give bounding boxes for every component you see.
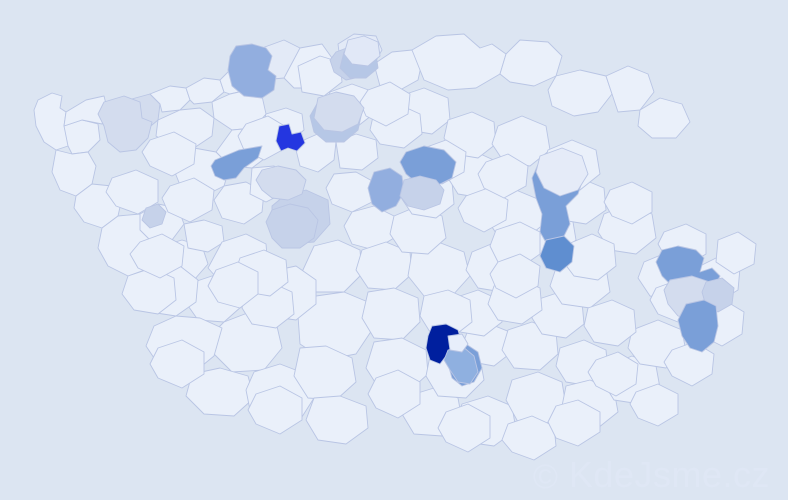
district-jh-east[interactable]: [306, 396, 368, 444]
district-uh-south[interactable]: [548, 400, 600, 446]
district-svitavy[interactable]: [540, 236, 574, 272]
district-havlickuv-brod[interactable]: [356, 242, 412, 290]
district-hradec-kralove[interactable]: [400, 146, 456, 186]
district-pardubice[interactable]: [368, 168, 404, 212]
district-prachatice-north[interactable]: [130, 234, 184, 278]
district-jihlava[interactable]: [362, 288, 420, 340]
district-pisek[interactable]: [208, 262, 258, 308]
district-jesenik-east[interactable]: [604, 182, 652, 224]
district-prerov[interactable]: [584, 300, 636, 346]
district-trebon[interactable]: [294, 346, 356, 400]
district-zdar-nad-sazavou[interactable]: [408, 242, 470, 296]
district-louny-south[interactable]: [142, 132, 196, 176]
district-rychnov[interactable]: [548, 70, 612, 116]
district-znojmo-south[interactable]: [444, 346, 478, 384]
district-karvina-east[interactable]: [716, 232, 756, 274]
district-jablonec[interactable]: [344, 36, 380, 66]
district-usti-orlici-north[interactable]: [638, 98, 690, 138]
district-jindrichuv-hradec[interactable]: [298, 292, 372, 360]
district-praha[interactable]: [276, 124, 305, 151]
district-nachod[interactable]: [500, 40, 562, 86]
district-hodonin-south[interactable]: [502, 416, 556, 460]
district-layer-highlights: [98, 36, 734, 386]
district-liberec-base[interactable]: [298, 56, 342, 96]
district-most[interactable]: [150, 86, 190, 112]
district-layer-base: [34, 34, 756, 460]
district-rychnov[interactable]: [536, 148, 588, 196]
district-rakovnik-south[interactable]: [162, 178, 214, 222]
district-chrudim[interactable]: [400, 176, 444, 210]
district-ceske-budejovice-south[interactable]: [186, 368, 254, 416]
district-ck-south[interactable]: [150, 340, 204, 388]
district-trutnov[interactable]: [412, 34, 506, 90]
district-strakonice-hl[interactable]: [448, 334, 468, 352]
district-kladno-hl[interactable]: [211, 146, 262, 180]
district-nachod-east[interactable]: [606, 66, 654, 112]
district-sokolov[interactable]: [64, 120, 100, 154]
district-znojmo-east[interactable]: [438, 404, 490, 452]
district-zlin-east[interactable]: [630, 384, 678, 426]
district-ceska-lipa[interactable]: [228, 44, 276, 98]
district-melnik[interactable]: [256, 166, 306, 200]
district-plzen-sever[interactable]: [142, 204, 166, 228]
district-teplice[interactable]: [186, 78, 224, 104]
district-benesov[interactable]: [266, 204, 318, 248]
district-hk-south[interactable]: [478, 154, 528, 198]
district-cb-east[interactable]: [248, 386, 302, 434]
district-kolin[interactable]: [326, 172, 374, 212]
district-kromeriz-south[interactable]: [588, 352, 638, 396]
district-trebic-south[interactable]: [368, 370, 420, 418]
district-rokycany[interactable]: [184, 220, 224, 252]
district-frydek-mistek[interactable]: [678, 300, 718, 352]
district-svitavy-south[interactable]: [490, 254, 540, 298]
district-nymburk[interactable]: [314, 92, 364, 132]
district-nymburk-base[interactable]: [336, 134, 378, 170]
district-chomutov-hl[interactable]: [98, 96, 152, 152]
district-zdar-south[interactable]: [420, 290, 472, 336]
